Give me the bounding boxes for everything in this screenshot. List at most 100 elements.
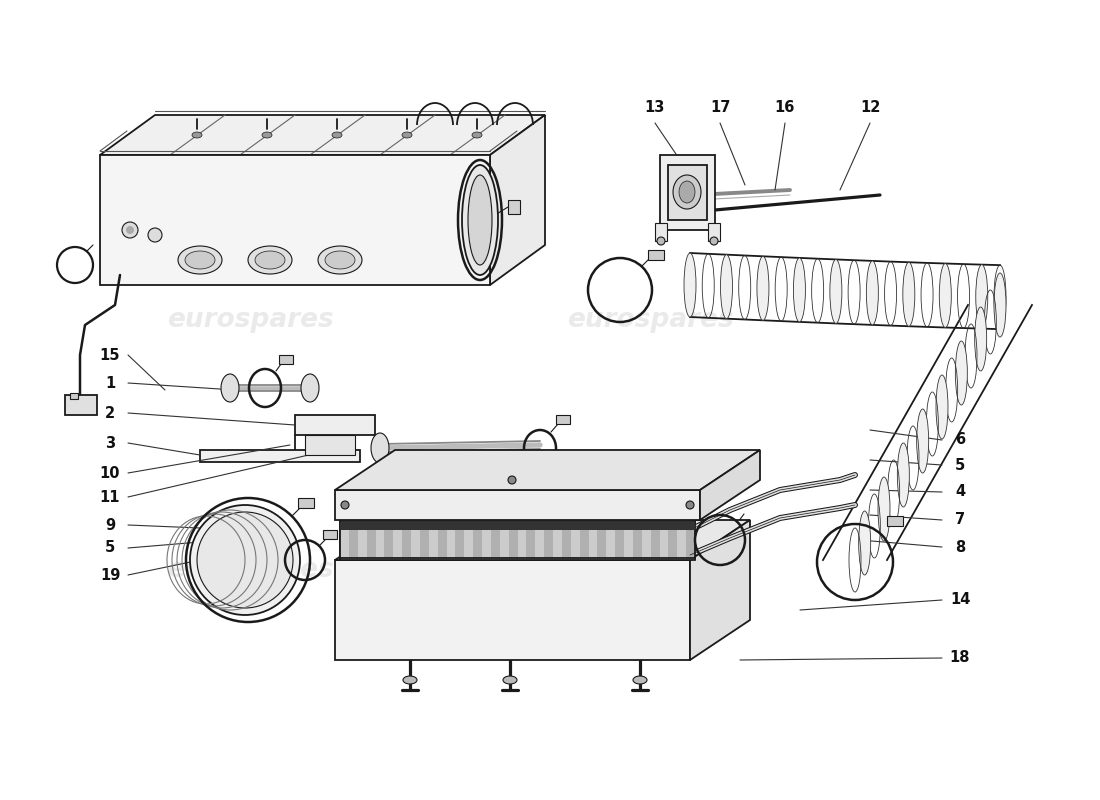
Bar	[517, 522, 527, 558]
Text: 1: 1	[104, 375, 116, 390]
Ellipse shape	[192, 132, 202, 138]
Bar	[650, 522, 660, 558]
Ellipse shape	[878, 477, 890, 541]
Bar	[464, 522, 473, 558]
Ellipse shape	[148, 228, 162, 242]
Bar	[305, 435, 355, 455]
Bar	[420, 522, 429, 558]
Polygon shape	[668, 165, 707, 220]
Bar	[597, 522, 606, 558]
Ellipse shape	[720, 254, 733, 318]
Text: 6: 6	[955, 433, 965, 447]
Bar	[544, 522, 553, 558]
Bar	[553, 522, 562, 558]
Text: eurospares: eurospares	[566, 307, 734, 333]
Bar	[562, 522, 571, 558]
Ellipse shape	[126, 226, 134, 234]
Polygon shape	[700, 450, 760, 520]
Bar	[340, 522, 349, 558]
Polygon shape	[200, 450, 360, 462]
Bar	[298, 498, 314, 508]
Text: 13: 13	[645, 101, 665, 115]
Ellipse shape	[898, 443, 910, 507]
Bar	[482, 522, 491, 558]
Bar	[455, 522, 464, 558]
Ellipse shape	[221, 374, 239, 402]
Ellipse shape	[903, 262, 915, 326]
Bar	[887, 516, 903, 526]
Bar	[708, 223, 720, 241]
Polygon shape	[336, 520, 750, 560]
Ellipse shape	[632, 676, 647, 684]
Bar	[508, 200, 520, 214]
Ellipse shape	[757, 256, 769, 320]
Ellipse shape	[657, 237, 665, 245]
Ellipse shape	[472, 132, 482, 138]
Bar	[571, 522, 580, 558]
Ellipse shape	[341, 501, 349, 509]
Bar	[429, 522, 438, 558]
Ellipse shape	[468, 175, 492, 265]
Bar	[654, 223, 667, 241]
Bar	[323, 530, 337, 539]
Polygon shape	[336, 560, 690, 660]
Text: 9: 9	[104, 518, 116, 533]
Bar	[411, 522, 420, 558]
Polygon shape	[100, 155, 490, 285]
Text: eurospares: eurospares	[166, 557, 333, 583]
Text: eurospares: eurospares	[566, 557, 734, 583]
Bar	[70, 393, 78, 399]
Bar	[624, 522, 632, 558]
Bar	[279, 355, 293, 364]
Bar	[641, 522, 650, 558]
Bar	[648, 250, 664, 260]
Bar	[678, 522, 686, 558]
Ellipse shape	[939, 263, 952, 327]
Bar	[349, 522, 358, 558]
Ellipse shape	[197, 512, 293, 608]
Ellipse shape	[190, 505, 300, 615]
Polygon shape	[336, 450, 760, 490]
Bar	[536, 522, 544, 558]
Text: 3: 3	[104, 435, 116, 450]
Bar	[588, 522, 597, 558]
Bar	[632, 522, 641, 558]
Bar	[508, 522, 517, 558]
Polygon shape	[490, 115, 544, 285]
Text: 11: 11	[100, 490, 120, 505]
Ellipse shape	[486, 474, 494, 482]
Bar	[65, 395, 97, 415]
Text: 17: 17	[710, 101, 730, 115]
Text: 16: 16	[774, 101, 795, 115]
Ellipse shape	[976, 265, 988, 329]
Polygon shape	[340, 520, 695, 560]
Ellipse shape	[301, 374, 319, 402]
Ellipse shape	[122, 222, 138, 238]
Text: 12: 12	[860, 101, 880, 115]
Ellipse shape	[955, 341, 967, 405]
Ellipse shape	[371, 433, 389, 463]
Bar	[340, 522, 695, 530]
Ellipse shape	[936, 375, 948, 439]
Text: 15: 15	[100, 347, 120, 362]
Ellipse shape	[178, 246, 222, 274]
Text: 10: 10	[100, 466, 120, 481]
Bar	[366, 522, 375, 558]
Text: 8: 8	[955, 539, 965, 554]
Ellipse shape	[324, 251, 355, 269]
Ellipse shape	[793, 258, 805, 322]
Ellipse shape	[686, 501, 694, 509]
Bar	[606, 522, 615, 558]
Ellipse shape	[673, 175, 701, 209]
Polygon shape	[100, 115, 544, 155]
Ellipse shape	[916, 409, 928, 473]
Text: 7: 7	[955, 513, 965, 527]
Polygon shape	[336, 490, 700, 520]
Text: 5: 5	[955, 458, 965, 473]
Polygon shape	[660, 155, 715, 230]
Bar	[556, 415, 570, 424]
Ellipse shape	[508, 476, 516, 484]
Ellipse shape	[462, 165, 498, 275]
Ellipse shape	[994, 273, 1006, 337]
Polygon shape	[295, 415, 375, 435]
